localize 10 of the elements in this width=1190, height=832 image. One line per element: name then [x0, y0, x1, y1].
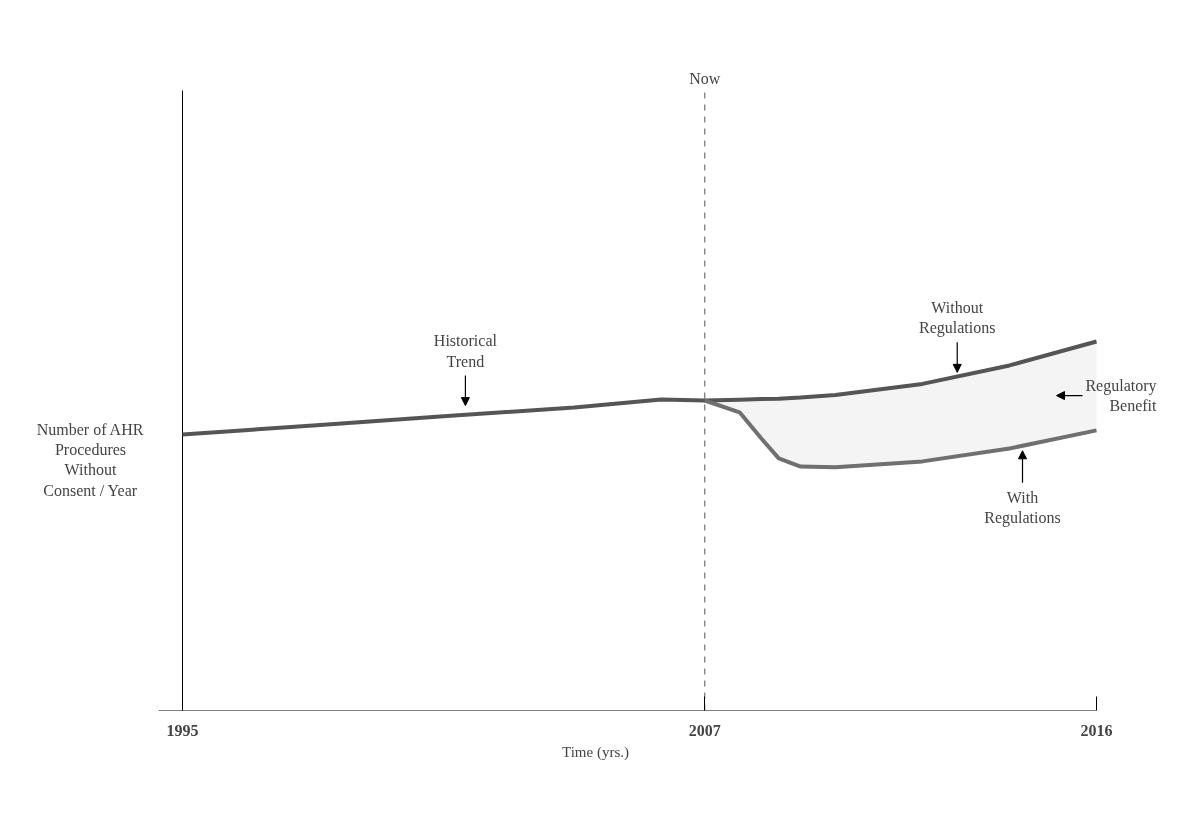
x-tick-label: 2016: [1080, 721, 1113, 739]
y-axis-title: Number of AHR Procedures Without Consent / Year: [36, 420, 144, 499]
annotation: Historical Trend: [433, 332, 498, 370]
x-axis-title: Time (yrs.): [562, 743, 629, 761]
annotation: Regulatory Benefit: [1085, 376, 1158, 415]
annotation: With Regulations: [984, 488, 1061, 528]
ref-line-label: Now: [689, 69, 721, 87]
x-tick-label: 2007: [688, 721, 721, 739]
x-tick-label: 1995: [166, 721, 199, 739]
annotation: Without Regulations: [919, 298, 996, 338]
